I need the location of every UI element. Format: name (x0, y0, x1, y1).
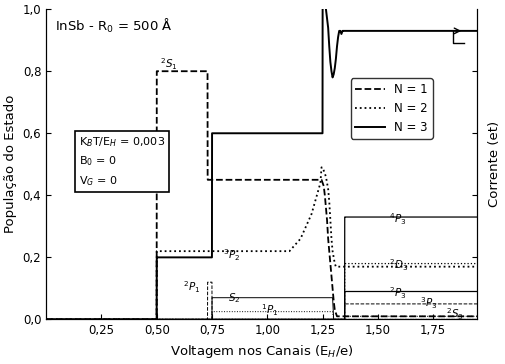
Text: $^2S_1$: $^2S_1$ (160, 56, 178, 72)
Y-axis label: População do Estado: População do Estado (4, 95, 17, 233)
Text: $^4P_3$: $^4P_3$ (389, 211, 407, 227)
Text: $^2P_3$: $^2P_3$ (389, 285, 407, 301)
Text: $^3P_3$: $^3P_3$ (420, 295, 437, 311)
X-axis label: Voltagem nos Canais (E$_H$/e): Voltagem nos Canais (E$_H$/e) (170, 343, 354, 360)
Text: $^2D_3$: $^2D_3$ (389, 257, 408, 273)
Text: $^2P_1$: $^2P_1$ (183, 280, 200, 295)
Text: $^3P_2$: $^3P_2$ (223, 247, 240, 263)
Text: $S_2$: $S_2$ (228, 291, 240, 305)
Y-axis label: Corrente (et): Corrente (et) (488, 121, 501, 207)
Text: InSb - R$_0$ = 500 Å: InSb - R$_0$ = 500 Å (55, 17, 173, 35)
Legend: N = 1, N = 2, N = 3: N = 1, N = 2, N = 3 (350, 78, 433, 139)
Text: $^2S_3$: $^2S_3$ (446, 306, 464, 322)
Text: K$_B$T/E$_H$ = 0,003
B$_0$ = 0
V$_G$ = 0: K$_B$T/E$_H$ = 0,003 B$_0$ = 0 V$_G$ = 0 (79, 135, 165, 188)
Text: $^1P_1$: $^1P_1$ (261, 302, 278, 318)
